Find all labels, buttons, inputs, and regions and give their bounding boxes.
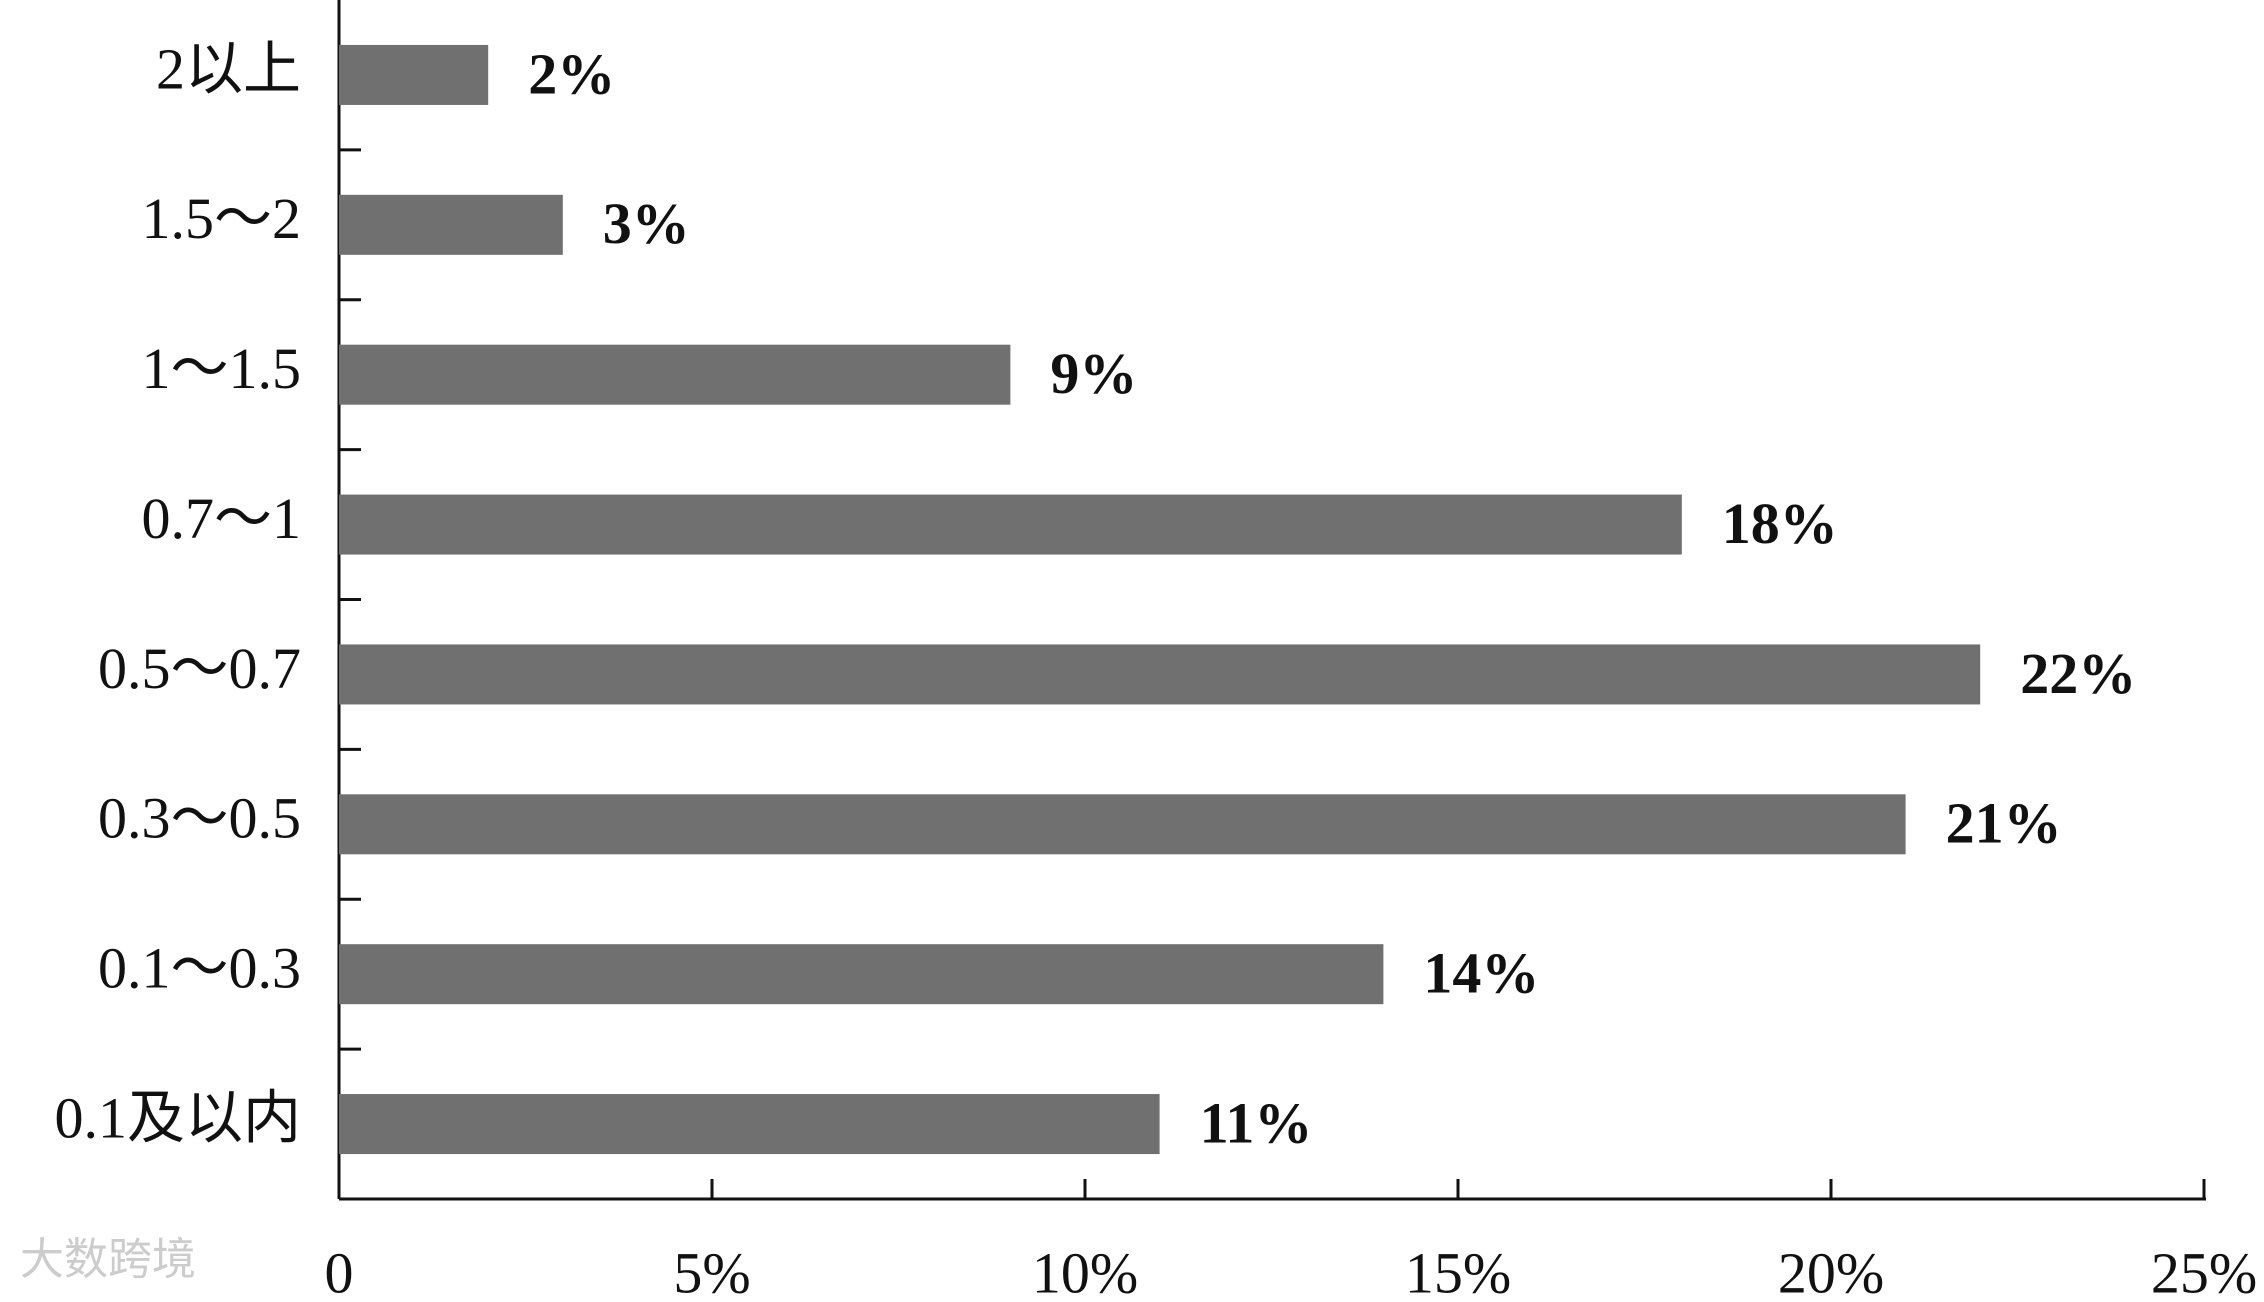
x-tick-label: 15%: [1405, 1240, 1511, 1302]
y-tick-label: 0.7～1: [141, 486, 301, 551]
value-label: 3%: [603, 191, 690, 256]
value-label: 2%: [528, 41, 615, 106]
x-tick-label: 20%: [1778, 1240, 1884, 1302]
value-label: 22%: [2020, 641, 2136, 706]
bar: [339, 494, 1682, 555]
x-tick-label: 5%: [673, 1240, 750, 1302]
bar: [339, 794, 1906, 855]
bar: [339, 644, 1981, 705]
y-tick-label: 1.5～2: [141, 186, 301, 251]
value-label: 21%: [1946, 791, 2062, 856]
y-tick-label: 0.3～0.5: [98, 786, 301, 851]
bar: [339, 344, 1011, 405]
y-tick-label: 0.5～0.7: [98, 636, 301, 701]
y-tick-label: 2以上: [156, 36, 301, 101]
value-label: 9%: [1050, 341, 1137, 406]
x-tick-label: 10%: [1032, 1240, 1138, 1302]
y-tick-label: 1～1.5: [141, 336, 301, 401]
watermark: 大数跨境: [20, 1234, 196, 1285]
bar: [339, 1094, 1160, 1155]
bar: [339, 194, 563, 255]
value-label: 11%: [1200, 1090, 1313, 1155]
value-label: 14%: [1423, 941, 1539, 1006]
y-tick-label: 0.1及以内: [54, 1085, 301, 1150]
x-tick-label: 0: [325, 1240, 354, 1302]
x-tick-label: 25%: [2151, 1240, 2257, 1302]
bar: [339, 44, 489, 105]
bar: [339, 944, 1384, 1005]
value-label: 18%: [1722, 491, 1838, 556]
y-tick-label: 0.1～0.3: [98, 936, 301, 1001]
